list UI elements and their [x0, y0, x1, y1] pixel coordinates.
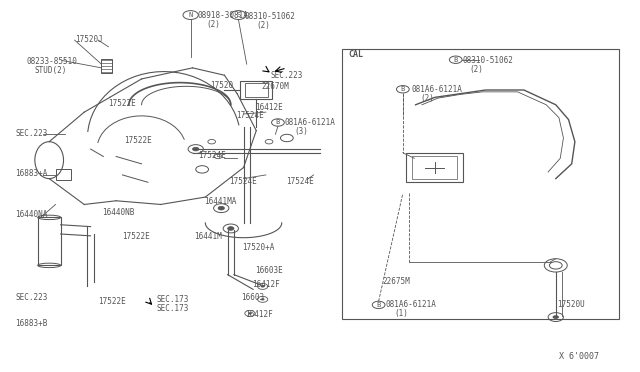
Bar [412, 157, 457, 179]
Text: SEC.223: SEC.223 [15, 293, 48, 302]
Text: (3): (3) [294, 127, 308, 136]
Text: X 6'0007: X 6'0007 [559, 352, 599, 361]
Text: B: B [401, 86, 405, 92]
Text: (1): (1) [394, 309, 408, 318]
Text: SEC.223: SEC.223 [270, 71, 303, 80]
Text: 17520+A: 17520+A [243, 243, 275, 252]
Bar [56, 169, 72, 180]
Text: 16412F: 16412F [245, 310, 273, 319]
Text: 16441MA: 16441MA [204, 197, 236, 206]
Text: 17522E: 17522E [108, 99, 136, 108]
Text: 17524E: 17524E [198, 151, 225, 160]
Text: 081A6-6121A: 081A6-6121A [411, 85, 462, 94]
Text: 17524E: 17524E [230, 177, 257, 186]
Text: 16883+B: 16883+B [15, 319, 48, 328]
Text: 17520U: 17520U [557, 300, 585, 310]
Text: 08233-85510: 08233-85510 [27, 57, 77, 66]
Text: 08310-51062: 08310-51062 [462, 56, 513, 65]
Text: 081A6-6121A: 081A6-6121A [386, 300, 436, 310]
Text: 17522E: 17522E [99, 297, 126, 306]
Text: 17522E: 17522E [124, 137, 152, 145]
Text: 16603E: 16603E [255, 266, 283, 275]
Text: (2): (2) [420, 94, 435, 103]
Text: 22670M: 22670M [261, 82, 289, 91]
Text: SEC.173: SEC.173 [157, 295, 189, 304]
Text: S: S [236, 12, 241, 18]
Bar [245, 83, 268, 97]
Text: (2): (2) [206, 20, 220, 29]
Circle shape [193, 147, 199, 151]
Text: 17520J: 17520J [75, 35, 102, 44]
Text: STUD(2): STUD(2) [35, 66, 67, 75]
Text: SEC.173: SEC.173 [157, 304, 189, 313]
Text: 16412F: 16412F [252, 280, 280, 289]
Text: 16440NA: 16440NA [15, 210, 48, 219]
Bar [342, 49, 620, 319]
Text: B: B [376, 302, 381, 308]
Text: 17524E: 17524E [236, 110, 264, 120]
Circle shape [552, 315, 559, 319]
Circle shape [260, 285, 264, 288]
Text: N: N [189, 12, 193, 18]
Text: 17524E: 17524E [286, 177, 314, 186]
Circle shape [260, 298, 264, 301]
Text: (2): (2) [256, 20, 270, 29]
Circle shape [218, 206, 225, 210]
Text: 08918-3081A: 08918-3081A [197, 11, 248, 20]
Text: B: B [454, 57, 458, 63]
Bar [101, 60, 111, 73]
Text: 16441M: 16441M [195, 232, 222, 241]
Text: SEC.223: SEC.223 [15, 129, 48, 138]
Circle shape [228, 227, 234, 230]
Bar [241, 81, 272, 99]
Bar [38, 217, 61, 265]
Text: 16883+A: 16883+A [15, 169, 48, 178]
Text: 08310-51062: 08310-51062 [245, 12, 296, 21]
Text: 22675M: 22675M [383, 277, 410, 286]
Text: 081A6-6121A: 081A6-6121A [284, 118, 335, 127]
Bar [406, 153, 463, 182]
Text: 16440NB: 16440NB [102, 208, 134, 217]
Text: B: B [276, 119, 280, 125]
Text: 16603: 16603 [242, 294, 265, 302]
Text: 16412E: 16412E [255, 103, 283, 112]
Circle shape [248, 312, 252, 314]
Text: 17522E: 17522E [122, 232, 150, 241]
Text: (2): (2) [470, 65, 484, 74]
Text: CAL: CAL [349, 50, 364, 59]
Text: 17520: 17520 [210, 81, 233, 90]
